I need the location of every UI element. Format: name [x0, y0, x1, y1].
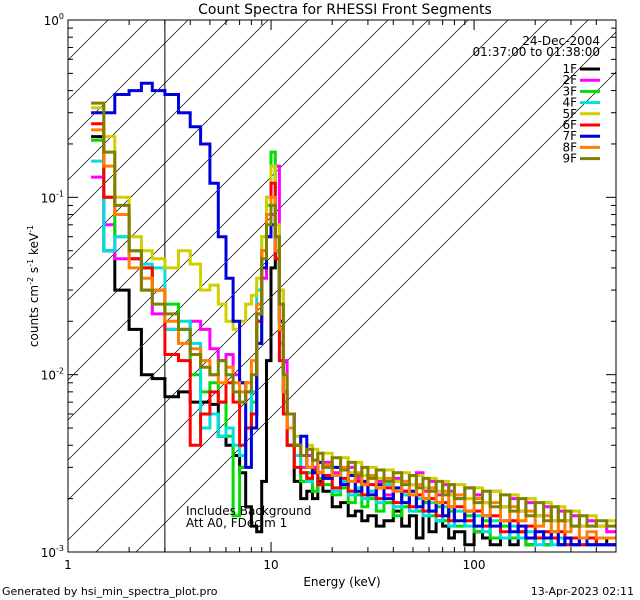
- series-8F: [91, 128, 616, 540]
- y-tick-label: 10-3: [41, 544, 64, 560]
- series-4F: [91, 159, 616, 547]
- series-9F: [91, 101, 616, 528]
- legend-label: 6F: [562, 118, 577, 132]
- annotation-attenuator: Att A0, FDecim 1: [186, 516, 287, 530]
- legend-label: 5F: [562, 107, 577, 121]
- hatch-line: [68, 20, 149, 101]
- hatch-line: [68, 20, 589, 541]
- info-date: 24-Dec-2004: [522, 34, 600, 48]
- footer-generated-by: Generated by hsi_min_spectra_plot.pro: [2, 585, 218, 598]
- x-tick-label: 10: [263, 558, 278, 572]
- hatch-line: [68, 20, 549, 501]
- y-tick-label: 100: [44, 12, 64, 28]
- legend-label: 1F: [562, 62, 577, 76]
- series-3F: [91, 138, 616, 547]
- legend-label: 4F: [562, 96, 577, 110]
- y-tick-label: 10-1: [41, 189, 64, 205]
- legend-label: 3F: [562, 84, 577, 98]
- hatch-line: [95, 31, 616, 552]
- legend-label: 2F: [562, 73, 577, 87]
- hatch-line: [68, 20, 389, 341]
- x-axis-label: Energy (keV): [303, 575, 380, 589]
- hatch-line: [68, 20, 349, 301]
- hatch-line: [68, 20, 229, 181]
- info-time-range: 01:37:00 to 01:38:00: [473, 45, 600, 59]
- hatch-line: [68, 20, 509, 461]
- legend-label: 8F: [562, 140, 577, 154]
- hatch-line: [68, 20, 429, 381]
- y-tick-label: 10-2: [41, 367, 64, 383]
- hatched-region: [68, 20, 616, 552]
- hatch-line: [68, 20, 109, 61]
- x-tick-label: 1: [64, 558, 72, 572]
- legend-label: 9F: [562, 152, 577, 166]
- plot-frame: [67, 19, 617, 553]
- hatch-line: [68, 20, 309, 261]
- legend-label: 7F: [562, 129, 577, 143]
- hatch-line: [135, 71, 616, 552]
- annotation-background: Includes Background: [186, 504, 311, 518]
- chart-title: Count Spectra for RHESSI Front Segments: [198, 2, 492, 18]
- footer-timestamp: 13-Apr-2023 02:11: [530, 585, 634, 598]
- x-tick-label: 100: [463, 558, 486, 572]
- y-axis-label: counts cm-2 s-1 keV-1: [26, 225, 41, 347]
